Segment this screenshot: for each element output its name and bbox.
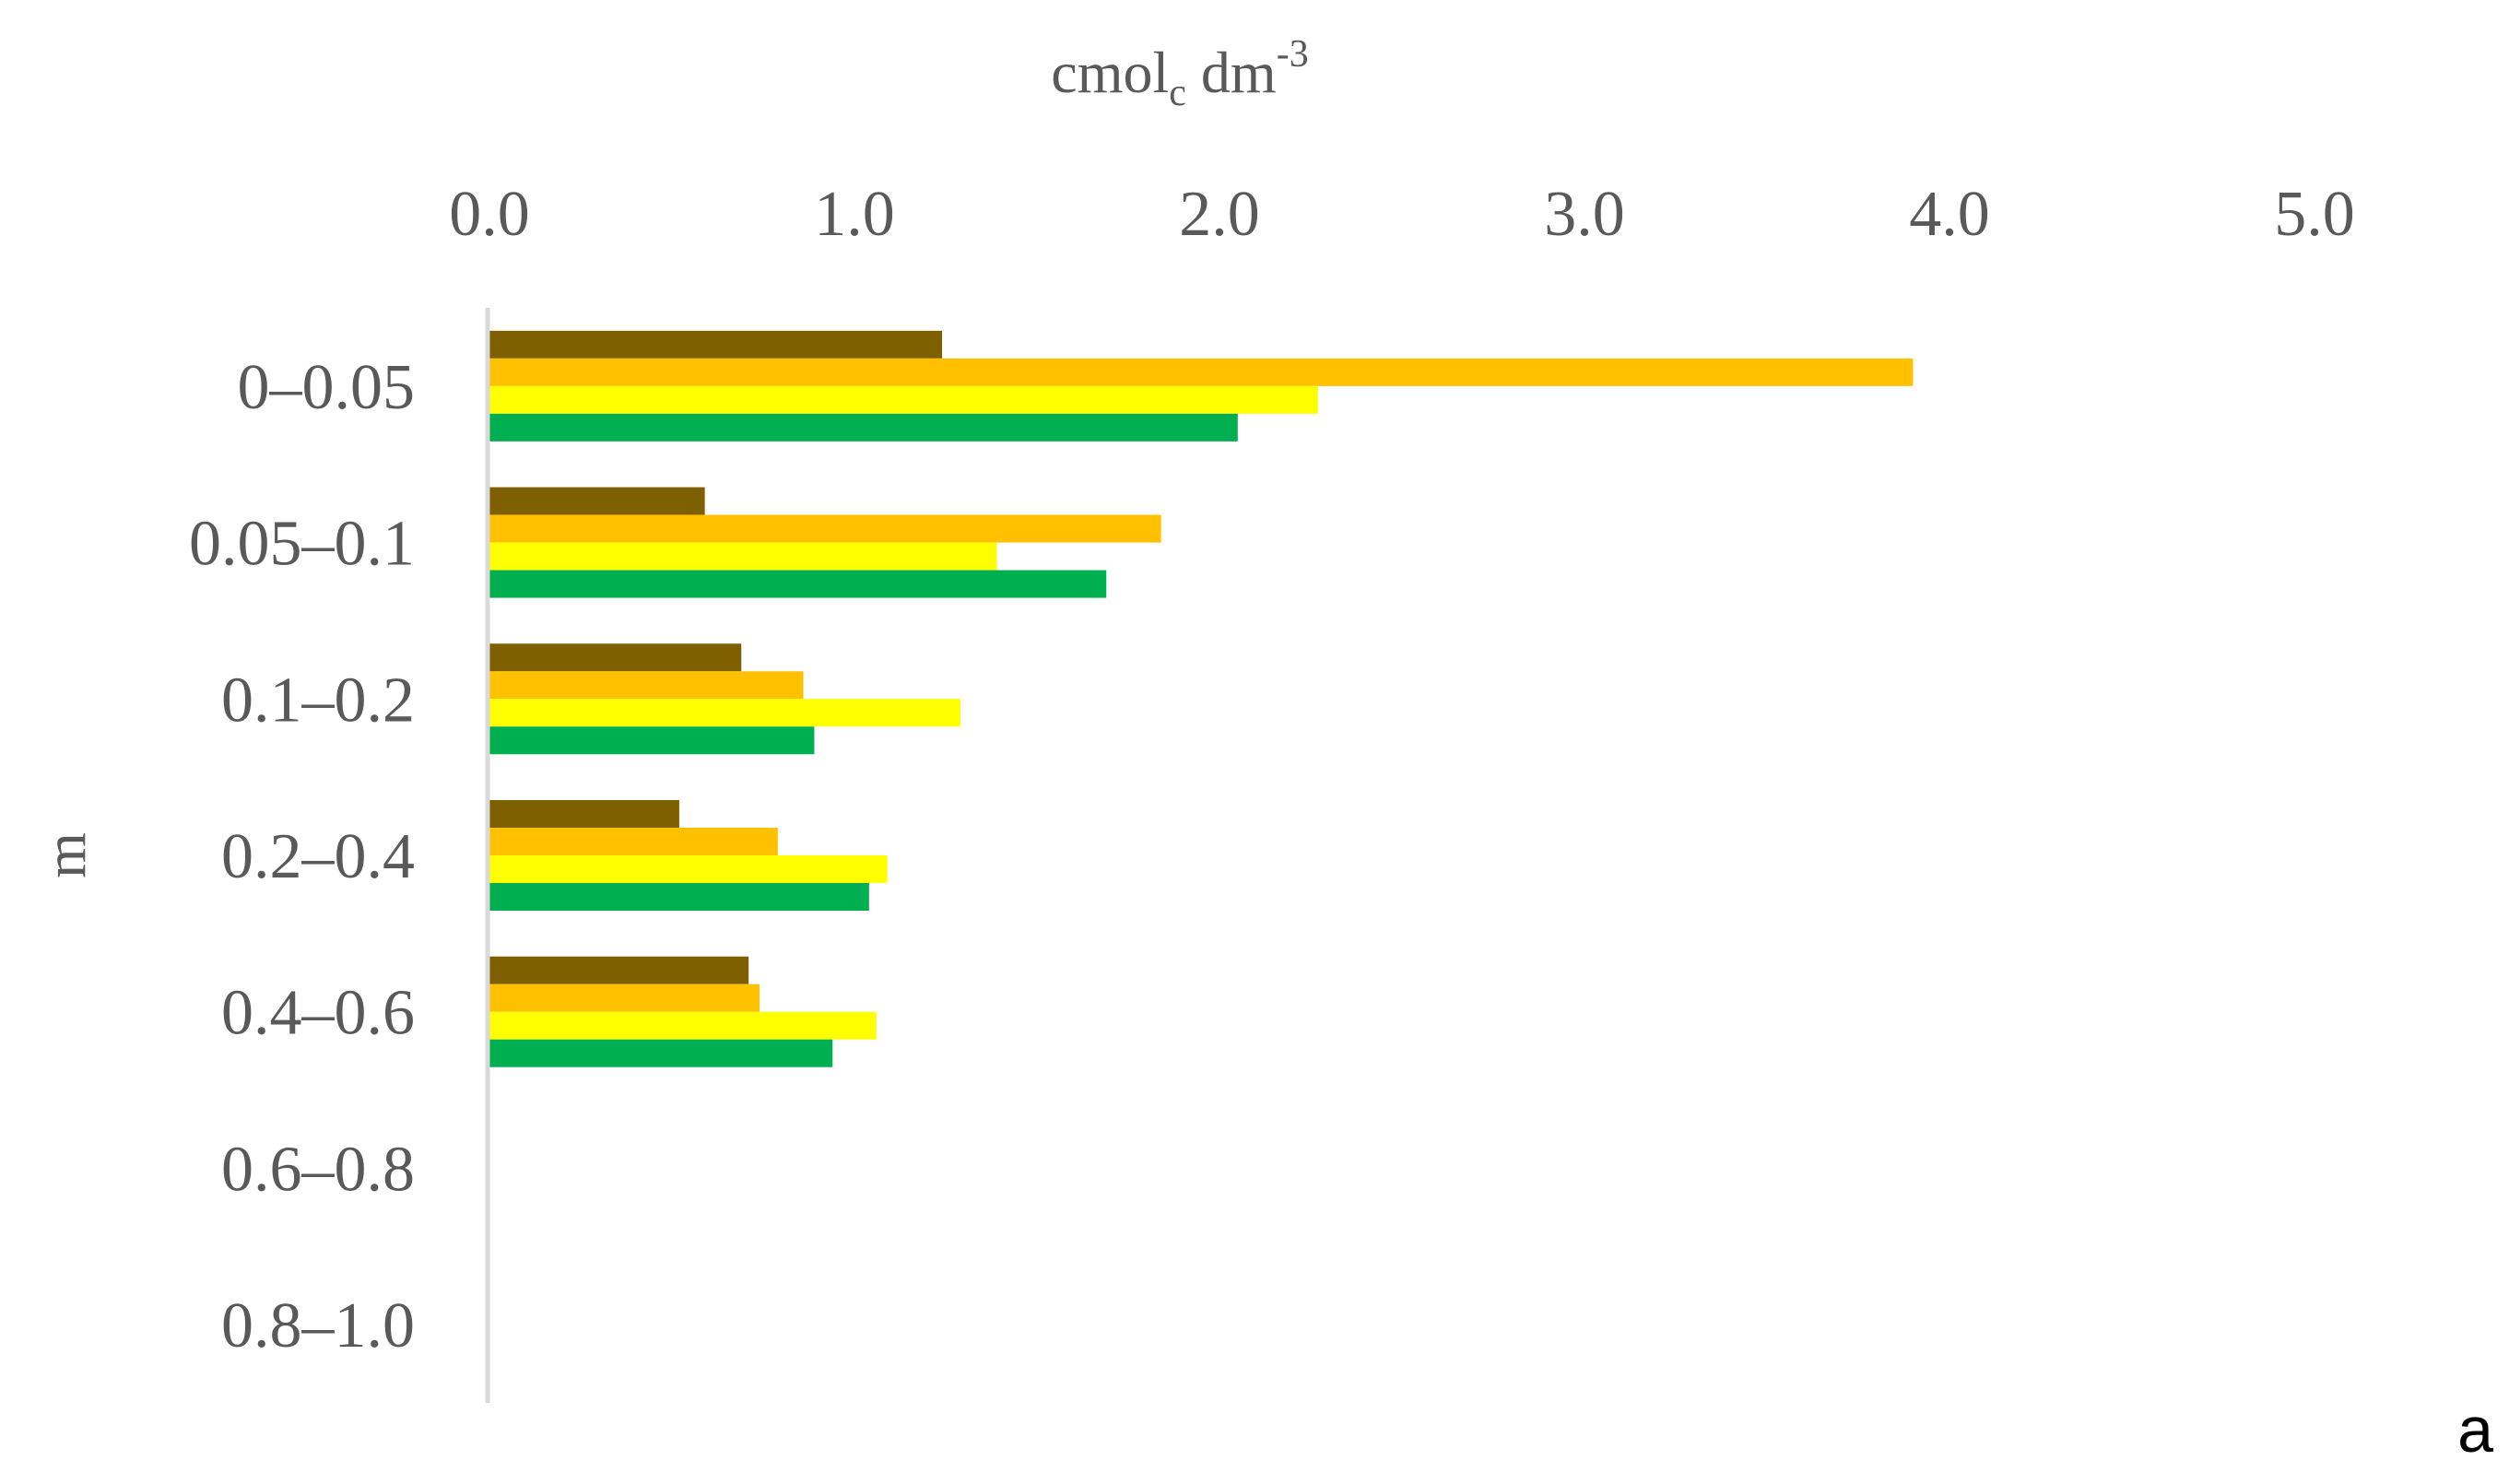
y-axis-category-labels: 0–0.05 0.05–0.1 0.1–0.2 0.2–0.4 0.4–0.6 0.6–0… [189, 352, 415, 1361]
bar [489, 983, 760, 1012]
x-axis-tick-labels: 0.0 1.0 2.0 3.0 4.0 5.0 [449, 179, 2355, 250]
y-category-label: 0.2–0.4 [221, 821, 415, 892]
bar [489, 330, 943, 359]
y-category-label: 0.4–0.6 [221, 978, 415, 1049]
x-tick-label: 5.0 [2274, 179, 2355, 250]
bar [489, 883, 869, 911]
bar [489, 542, 997, 571]
bar [489, 800, 679, 828]
bar [489, 514, 1161, 543]
bar [489, 699, 960, 727]
x-tick-label: 0.0 [449, 179, 530, 250]
bar [489, 671, 804, 700]
panel-label: a [2457, 1394, 2493, 1466]
y-category-label: 0.8–1.0 [221, 1290, 415, 1361]
bar [489, 726, 815, 755]
bar [489, 570, 1107, 598]
x-tick-label: 2.0 [1179, 179, 1260, 250]
x-tick-label: 1.0 [814, 179, 895, 250]
y-category-label: 0.6–0.8 [221, 1134, 415, 1205]
y-category-label: 0–0.05 [238, 352, 416, 423]
y-category-label: 0.1–0.2 [221, 665, 415, 736]
y-category-label: 0.05–0.1 [189, 509, 415, 580]
bar [489, 385, 1318, 414]
bar [489, 855, 888, 883]
bar [489, 956, 749, 984]
bar [489, 487, 705, 515]
bar [489, 1039, 833, 1067]
bar [489, 828, 778, 855]
x-axis-title: cmolc dm-3 [1051, 33, 1308, 114]
bar [489, 413, 1238, 442]
bars [489, 330, 1914, 1067]
bar [489, 643, 742, 672]
x-tick-label: 4.0 [1909, 179, 1990, 250]
y-axis-title: m [32, 832, 98, 878]
x-tick-label: 3.0 [1544, 179, 1625, 250]
bar [489, 1011, 877, 1040]
bar [489, 358, 1914, 386]
